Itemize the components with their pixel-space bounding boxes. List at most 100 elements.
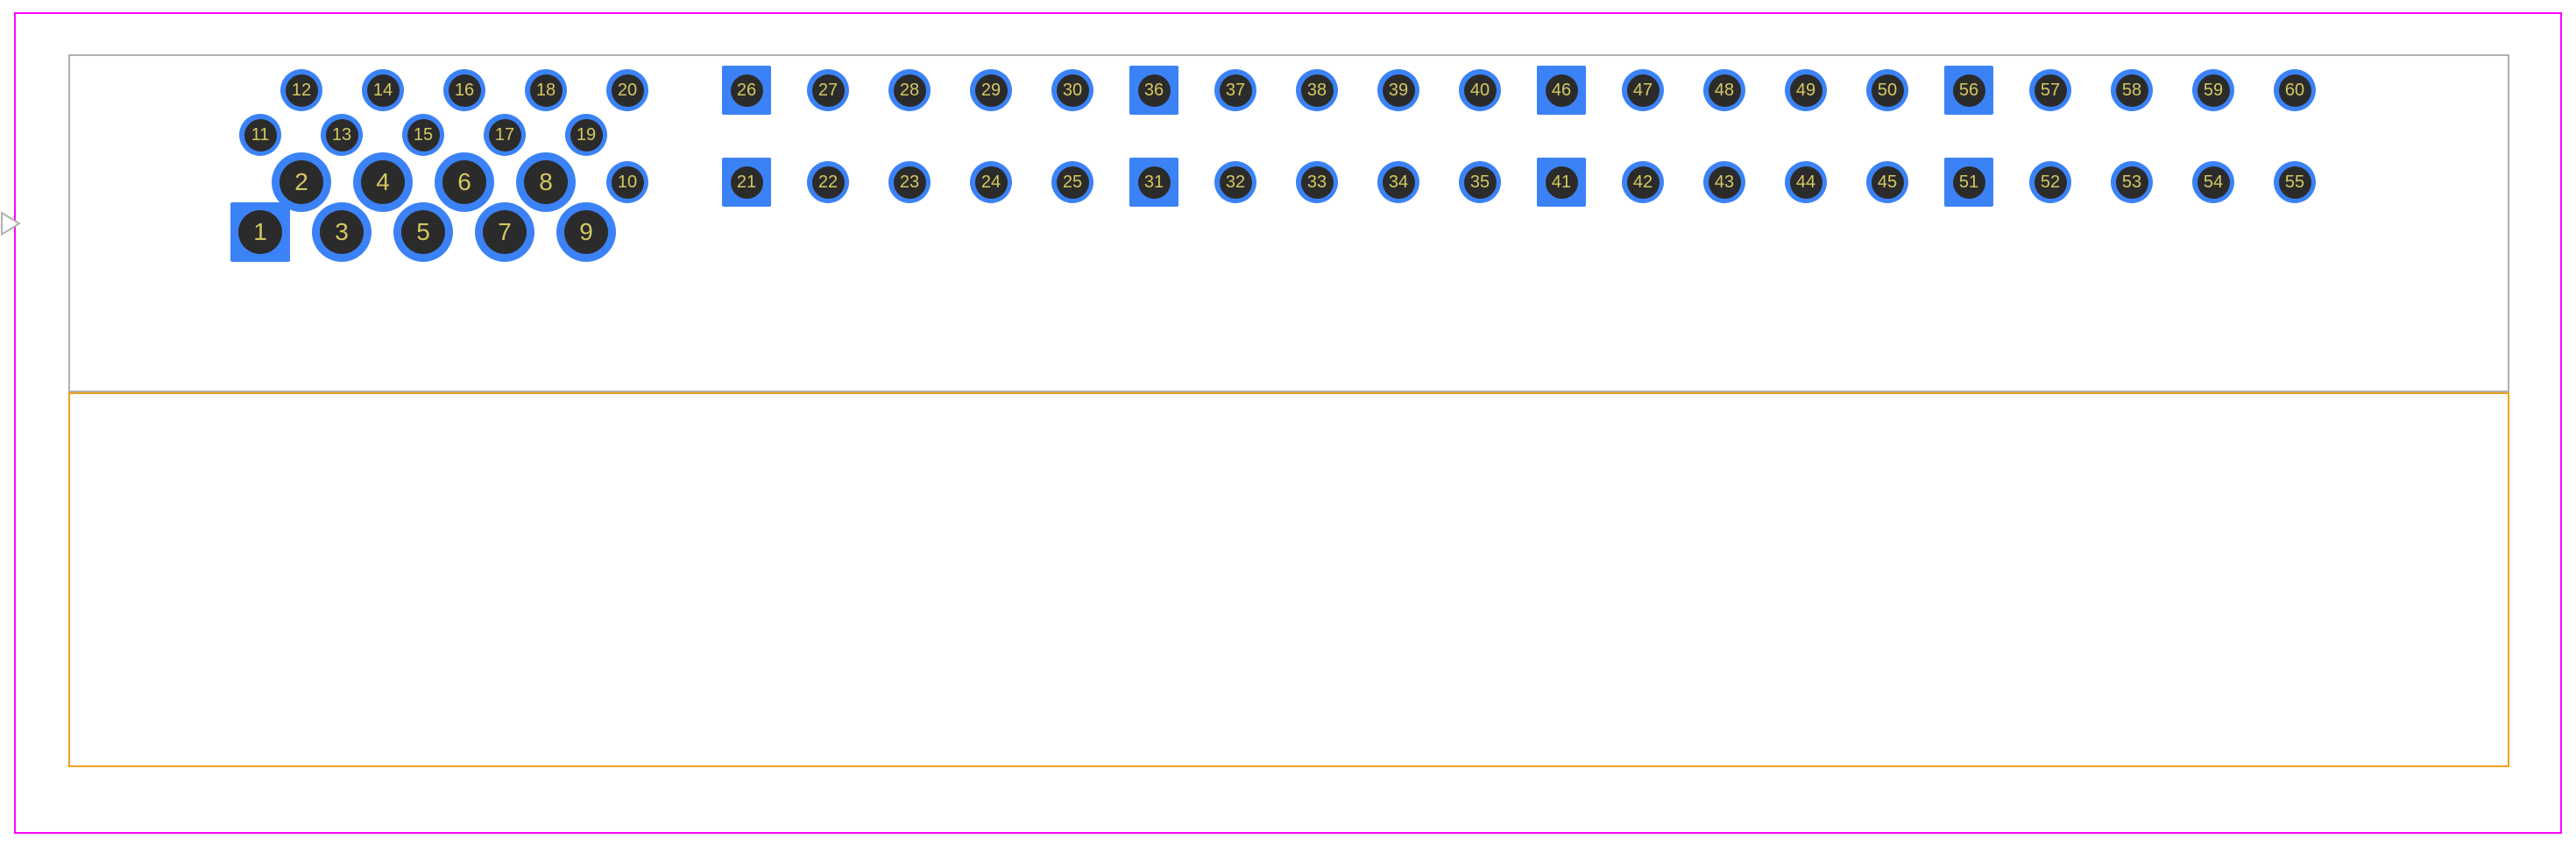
pad-39: 39 <box>1377 69 1419 111</box>
pad-27: 27 <box>807 69 849 111</box>
pad-label: 13 <box>332 125 351 145</box>
pad-1: 1 <box>230 202 290 262</box>
pad-19: 19 <box>565 114 607 156</box>
pad-59: 59 <box>2192 69 2234 111</box>
pad-hole: 40 <box>1464 74 1497 107</box>
pad-label: 29 <box>981 81 1001 101</box>
pad-label: 54 <box>2204 173 2223 193</box>
pad-hole: 58 <box>2116 74 2148 107</box>
pad-10: 10 <box>606 161 648 203</box>
pad-52: 52 <box>2029 161 2071 203</box>
pad-hole: 46 <box>1546 74 1578 107</box>
pad-56: 56 <box>1944 66 1993 115</box>
pad-label: 23 <box>900 173 919 193</box>
pad-4: 4 <box>353 152 413 212</box>
pad-label: 12 <box>292 81 311 101</box>
pad-hole: 22 <box>812 166 845 199</box>
pad-label: 59 <box>2204 81 2223 101</box>
pad-42: 42 <box>1622 161 1664 203</box>
pad-11: 11 <box>239 114 281 156</box>
pad-hole: 1 <box>238 210 282 254</box>
pad-hole: 52 <box>2035 166 2067 199</box>
pad-50: 50 <box>1866 69 1908 111</box>
pad-hole: 43 <box>1709 166 1741 199</box>
pad-hole: 39 <box>1383 74 1415 107</box>
pad-label: 52 <box>2041 173 2060 193</box>
pad-label: 14 <box>373 81 393 101</box>
pad-48: 48 <box>1703 69 1745 111</box>
pad-label: 24 <box>981 173 1001 193</box>
pad-hole: 31 <box>1138 166 1171 199</box>
pad-label: 10 <box>618 173 637 193</box>
pad-hole: 36 <box>1138 74 1171 107</box>
pad-label: 53 <box>2122 173 2141 193</box>
pad-38: 38 <box>1296 69 1338 111</box>
pad-53: 53 <box>2111 161 2153 203</box>
pad-24: 24 <box>970 161 1012 203</box>
pad-label: 17 <box>495 125 514 145</box>
pad-label: 57 <box>2041 81 2060 101</box>
pad-label: 41 <box>1552 173 1571 193</box>
pad-6: 6 <box>435 152 494 212</box>
pad-hole: 20 <box>612 74 644 107</box>
pad-label: 28 <box>900 81 919 101</box>
pad-55: 55 <box>2274 161 2316 203</box>
pad-3: 3 <box>312 202 372 262</box>
pad-hole: 57 <box>2035 74 2067 107</box>
pad-28: 28 <box>888 69 931 111</box>
pad-hole: 50 <box>1872 74 1904 107</box>
pad-label: 47 <box>1633 81 1652 101</box>
pad-hole: 8 <box>524 160 568 204</box>
pad-label: 5 <box>416 218 430 246</box>
pad-label: 36 <box>1144 81 1164 101</box>
pad-label: 1 <box>253 218 267 246</box>
pad-hole: 10 <box>612 166 644 199</box>
pad-16: 16 <box>443 69 485 111</box>
pad-34: 34 <box>1377 161 1419 203</box>
pad-label: 42 <box>1633 173 1652 193</box>
pad-label: 48 <box>1715 81 1734 101</box>
pad-label: 19 <box>577 125 596 145</box>
pad-17: 17 <box>484 114 526 156</box>
pad-hole: 14 <box>367 74 400 107</box>
pad-label: 34 <box>1389 173 1408 193</box>
pad-31: 31 <box>1129 158 1178 207</box>
pad-9: 9 <box>556 202 616 262</box>
pad-hole: 48 <box>1709 74 1741 107</box>
pad-35: 35 <box>1459 161 1501 203</box>
pad-hole: 59 <box>2197 74 2230 107</box>
pad-hole: 33 <box>1301 166 1334 199</box>
pad-20: 20 <box>606 69 648 111</box>
pad-label: 38 <box>1307 81 1327 101</box>
pad-label: 39 <box>1389 81 1408 101</box>
courtyard-outline <box>68 392 2509 767</box>
pad-label: 7 <box>498 218 512 246</box>
pad-18: 18 <box>525 69 567 111</box>
pad-hole: 38 <box>1301 74 1334 107</box>
pad-37: 37 <box>1214 69 1256 111</box>
pad-hole: 47 <box>1627 74 1660 107</box>
pad-label: 45 <box>1878 173 1897 193</box>
pad-label: 37 <box>1226 81 1245 101</box>
pad-hole: 12 <box>286 74 318 107</box>
pad-hole: 4 <box>361 160 405 204</box>
pad-label: 44 <box>1796 173 1815 193</box>
pad-hole: 2 <box>280 160 323 204</box>
pad-8: 8 <box>516 152 576 212</box>
pad-label: 16 <box>455 81 474 101</box>
pad-21: 21 <box>722 158 771 207</box>
pad-hole: 13 <box>326 119 358 152</box>
pad-hole: 27 <box>812 74 845 107</box>
pad-hole: 51 <box>1953 166 1985 199</box>
pad-hole: 5 <box>401 210 445 254</box>
pad-label: 15 <box>414 125 433 145</box>
pad-label: 33 <box>1307 173 1327 193</box>
pad-45: 45 <box>1866 161 1908 203</box>
pad-hole: 11 <box>244 119 277 152</box>
pad-label: 56 <box>1959 81 1978 101</box>
pad-57: 57 <box>2029 69 2071 111</box>
pad-23: 23 <box>888 161 931 203</box>
pad-hole: 7 <box>483 210 527 254</box>
pad-41: 41 <box>1537 158 1586 207</box>
pad-hole: 41 <box>1546 166 1578 199</box>
